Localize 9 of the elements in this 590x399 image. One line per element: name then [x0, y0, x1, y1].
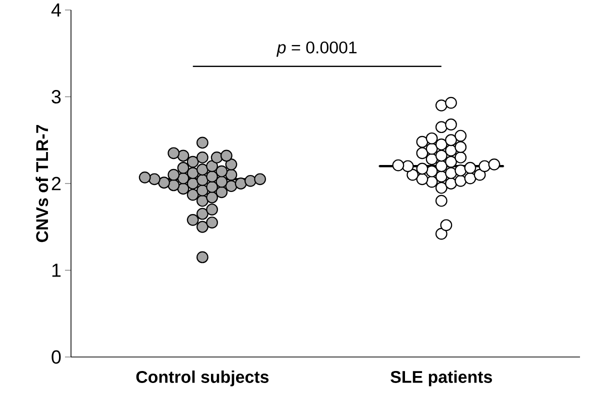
y-tick-label: 1 [52, 264, 61, 277]
y-tick-label: 3 [52, 90, 61, 104]
annotation: p = 0.0001 [276, 41, 357, 57]
y-tick-label: 0 [52, 350, 61, 364]
y-tick-label: 4 [51, 3, 61, 17]
x-tick-label: Control subjects [136, 370, 269, 386]
y-axis-title: CNVs of TLR-7 [36, 124, 48, 242]
x-tick-label: SLE patients [390, 370, 492, 386]
y-tick-label: 2 [52, 176, 61, 190]
